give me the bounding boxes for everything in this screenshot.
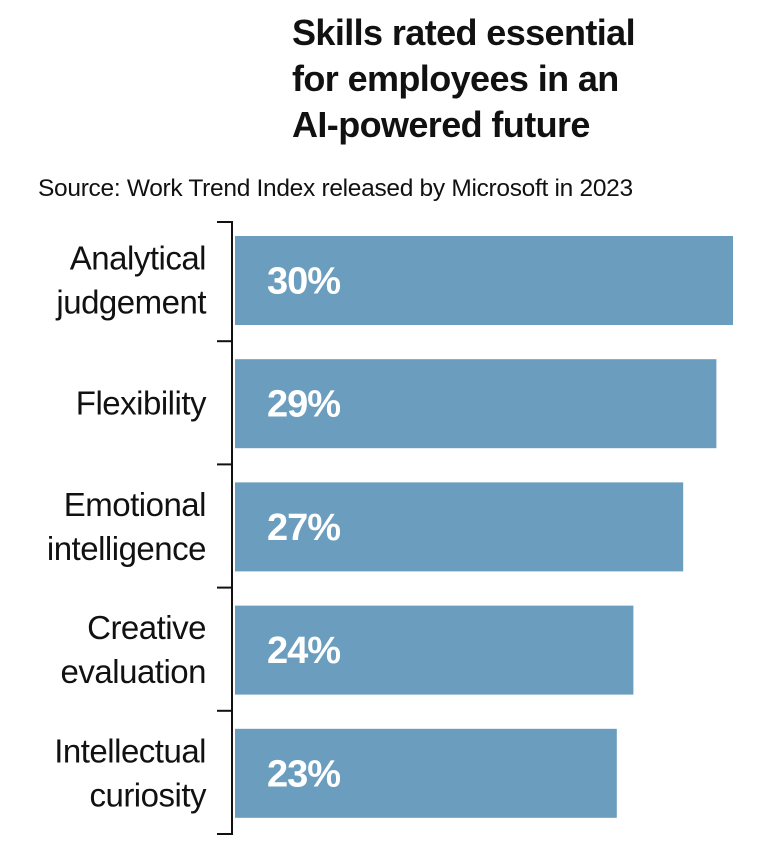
bar-value-label: 27% <box>267 507 340 549</box>
category-label: Flexibility <box>76 385 207 422</box>
category-label: Creative <box>87 609 206 646</box>
category-label: evaluation <box>61 653 206 690</box>
bar-value-label: 23% <box>267 753 340 795</box>
chart-source: Source: Work Trend Index released by Mic… <box>38 175 633 202</box>
category-label: Emotional <box>64 486 206 523</box>
category-label: intelligence <box>47 530 206 567</box>
bar <box>235 728 617 818</box>
category-label: Intellectual <box>54 732 206 769</box>
bar <box>235 236 733 325</box>
bar-value-label: 29% <box>267 384 340 426</box>
chart-title-line-2: for employees in an <box>292 58 619 99</box>
chart-title-line-1: Skills rated essential <box>292 12 636 53</box>
category-label: curiosity <box>89 776 207 813</box>
chart-title: Skills rated essential for employees in … <box>292 10 752 148</box>
bar <box>235 605 634 695</box>
category-label: Analytical <box>70 240 206 277</box>
bar <box>235 359 717 449</box>
bar <box>235 482 684 572</box>
chart-title-line-3: AI-powered future <box>292 104 590 145</box>
bar-value-label: 24% <box>267 630 340 672</box>
bar-value-label: 30% <box>267 261 340 303</box>
category-label: judgement <box>55 284 206 321</box>
